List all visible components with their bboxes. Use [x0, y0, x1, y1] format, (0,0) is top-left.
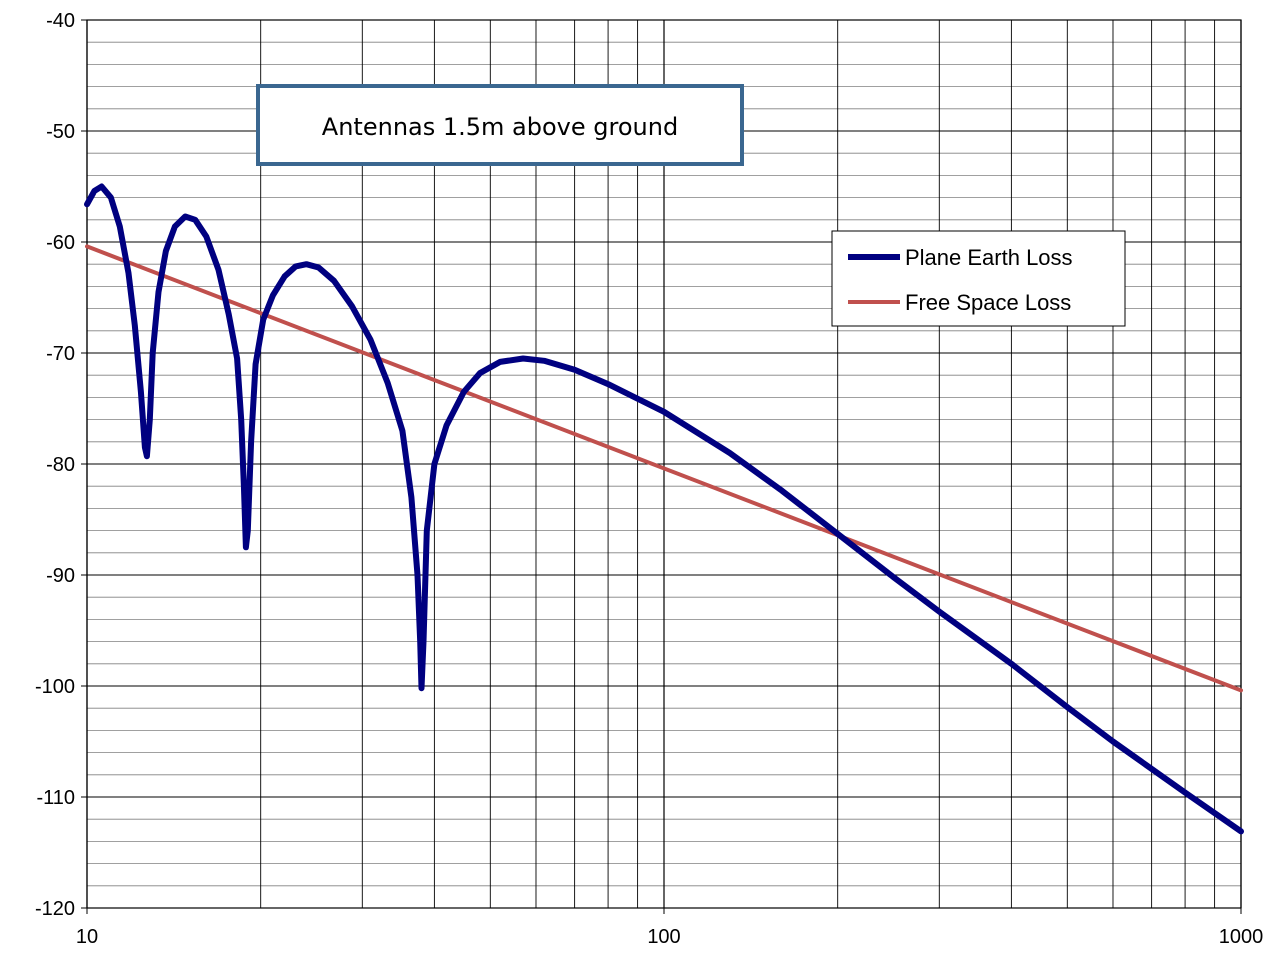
y-tick-label: -110 [36, 787, 75, 809]
series-line-free-space-loss [85, 244, 1243, 693]
y-tick-label: -100 [35, 676, 75, 698]
grid [81, 19, 1242, 914]
annotation-text: Antennas 1.5m above ground [322, 113, 678, 141]
y-tick-label: -50 [46, 121, 75, 143]
y-tick-label: -90 [46, 565, 75, 587]
x-tick-label: 10 [76, 926, 98, 948]
series-layer [84, 183, 1244, 835]
y-tick-label: -40 [46, 10, 75, 32]
x-tick-label: 100 [647, 926, 680, 948]
legend: Plane Earth Loss Free Space Loss [831, 230, 1126, 327]
legend-label-free-space: Free Space Loss [905, 290, 1071, 315]
y-tick-label: -70 [46, 343, 75, 365]
y-tick-label: -60 [46, 232, 75, 254]
y-tick-label: -80 [46, 454, 75, 476]
y-tick-label: -120 [35, 898, 75, 920]
legend-label-plane-earth: Plane Earth Loss [905, 245, 1073, 270]
x-tick-label: 1000 [1219, 926, 1264, 948]
series-line-plane-earth-loss [84, 183, 1244, 835]
annotation-box: Antennas 1.5m above ground [256, 84, 744, 166]
